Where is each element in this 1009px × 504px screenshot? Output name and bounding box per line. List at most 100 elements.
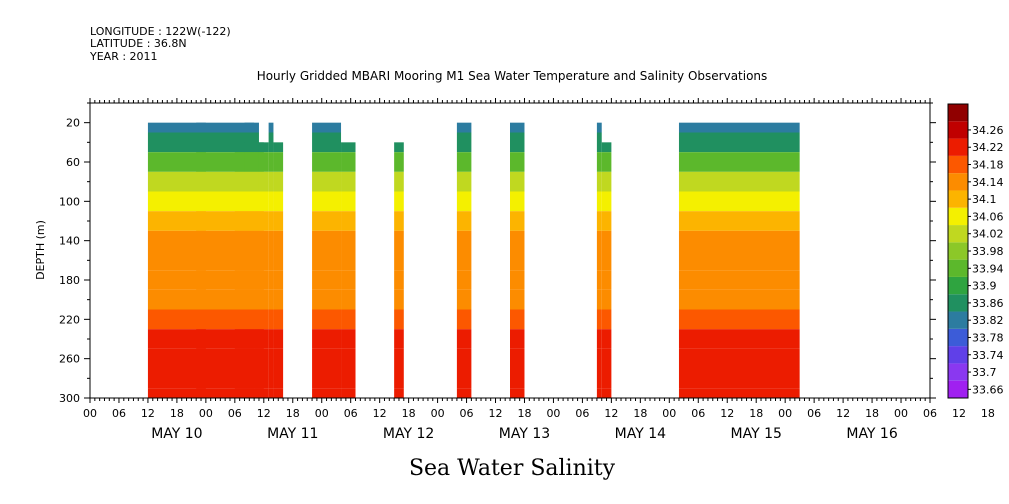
colorbar-label: 33.98 xyxy=(972,245,1004,258)
salinity-cell xyxy=(678,250,800,271)
x-tick-label: 00 xyxy=(778,407,792,420)
salinity-cell xyxy=(394,142,404,153)
salinity-cell xyxy=(510,132,525,153)
x-tick-label: 18 xyxy=(865,407,879,420)
colorbar-label: 33.66 xyxy=(972,383,1004,396)
colorbar-label: 33.78 xyxy=(972,331,1004,344)
salinity-cell xyxy=(341,388,356,398)
colorbar-swatch xyxy=(948,380,968,398)
salinity-cell xyxy=(601,348,612,369)
x-day-label: MAY 15 xyxy=(731,426,782,442)
salinity-cell xyxy=(268,388,274,398)
x-tick-label: 18 xyxy=(981,407,995,420)
salinity-cell xyxy=(268,289,274,310)
salinity-cell xyxy=(244,152,259,172)
salinity-cell xyxy=(258,329,269,349)
salinity-cell xyxy=(196,122,206,133)
salinity-cell xyxy=(234,230,245,251)
salinity-cell xyxy=(601,329,612,349)
salinity-cell xyxy=(394,171,404,192)
salinity-cell xyxy=(234,171,245,192)
colorbar-swatch xyxy=(948,225,968,243)
salinity-cell xyxy=(596,132,602,153)
salinity-cell xyxy=(341,250,356,271)
colorbar-label: 34.26 xyxy=(972,124,1004,137)
salinity-cell xyxy=(273,142,284,153)
salinity-cell xyxy=(394,270,404,290)
salinity-cell xyxy=(601,230,612,251)
salinity-cell xyxy=(273,329,284,349)
salinity-cell xyxy=(268,211,274,231)
salinity-cell xyxy=(234,348,245,369)
salinity-cell xyxy=(601,368,612,389)
colorbar-label: 34.22 xyxy=(972,141,1004,154)
salinity-cell xyxy=(196,250,206,271)
salinity-cell xyxy=(678,289,800,310)
colorbar-swatch xyxy=(948,173,968,191)
colorbar-label: 34.1 xyxy=(972,193,997,206)
x-tick-label: 06 xyxy=(460,407,474,420)
x-tick-label: 12 xyxy=(373,407,387,420)
salinity-cell xyxy=(258,171,269,192)
y-tick-label: 260 xyxy=(59,353,80,366)
data-segment xyxy=(244,122,259,398)
salinity-cell xyxy=(341,142,356,153)
salinity-cell xyxy=(596,191,602,212)
salinity-cell xyxy=(394,152,404,172)
salinity-cell xyxy=(234,368,245,389)
x-tick-label: 18 xyxy=(286,407,300,420)
salinity-cell xyxy=(312,270,342,290)
salinity-cell xyxy=(312,171,342,192)
salinity-cell xyxy=(456,152,472,172)
salinity-cell xyxy=(456,388,472,398)
salinity-cell xyxy=(394,289,404,310)
salinity-cell xyxy=(510,250,525,271)
salinity-cell xyxy=(273,289,284,310)
salinity-cell xyxy=(596,348,602,369)
salinity-cell xyxy=(234,329,245,349)
salinity-cell xyxy=(510,388,525,398)
salinity-cell xyxy=(273,270,284,290)
chart-title: Hourly Gridded MBARI Mooring M1 Sea Wate… xyxy=(257,69,768,83)
data-segment xyxy=(601,142,612,398)
x-tick-label: 06 xyxy=(228,407,242,420)
salinity-cell xyxy=(601,171,612,192)
colorbar-label: 33.86 xyxy=(972,297,1004,310)
salinity-cell xyxy=(456,289,472,310)
colorbar-swatch xyxy=(948,121,968,139)
salinity-cell xyxy=(196,270,206,290)
salinity-cell xyxy=(196,388,206,398)
salinity-cell xyxy=(196,329,206,349)
salinity-cell xyxy=(268,230,274,251)
salinity-cell xyxy=(244,289,259,310)
x-day-label: MAY 10 xyxy=(151,426,202,442)
salinity-cell xyxy=(596,152,602,172)
salinity-cell xyxy=(456,132,472,153)
salinity-cell xyxy=(196,132,206,153)
salinity-cell xyxy=(510,122,525,133)
salinity-cell xyxy=(196,348,206,369)
x-tick-label: 06 xyxy=(923,407,937,420)
salinity-cell xyxy=(312,122,342,133)
data-segment xyxy=(268,122,274,398)
salinity-cell xyxy=(394,211,404,231)
salinity-cell xyxy=(678,230,800,251)
salinity-cell xyxy=(273,171,284,192)
salinity-cell xyxy=(196,191,206,212)
salinity-cell xyxy=(258,211,269,231)
salinity-cell xyxy=(510,152,525,172)
salinity-cell xyxy=(312,368,342,389)
salinity-cell xyxy=(234,142,245,153)
salinity-cell xyxy=(312,132,342,153)
salinity-cell xyxy=(601,388,612,398)
salinity-cell xyxy=(601,191,612,212)
salinity-cell xyxy=(258,250,269,271)
axes: 00 06 12 18 00 06 12 18 00 06 12 18 00 06 12 18 00 06 12 18… xyxy=(59,98,995,442)
x-tick-label: 18 xyxy=(170,407,184,420)
salinity-cell xyxy=(258,289,269,310)
salinity-cell xyxy=(596,211,602,231)
salinity-cell xyxy=(268,309,274,330)
y-tick-label: 60 xyxy=(66,156,80,169)
colorbar: 33.66 33.7 33.74 33.78 33.82 33.86 33.9 33.94 33… xyxy=(947,103,1004,399)
salinity-cell xyxy=(596,230,602,251)
